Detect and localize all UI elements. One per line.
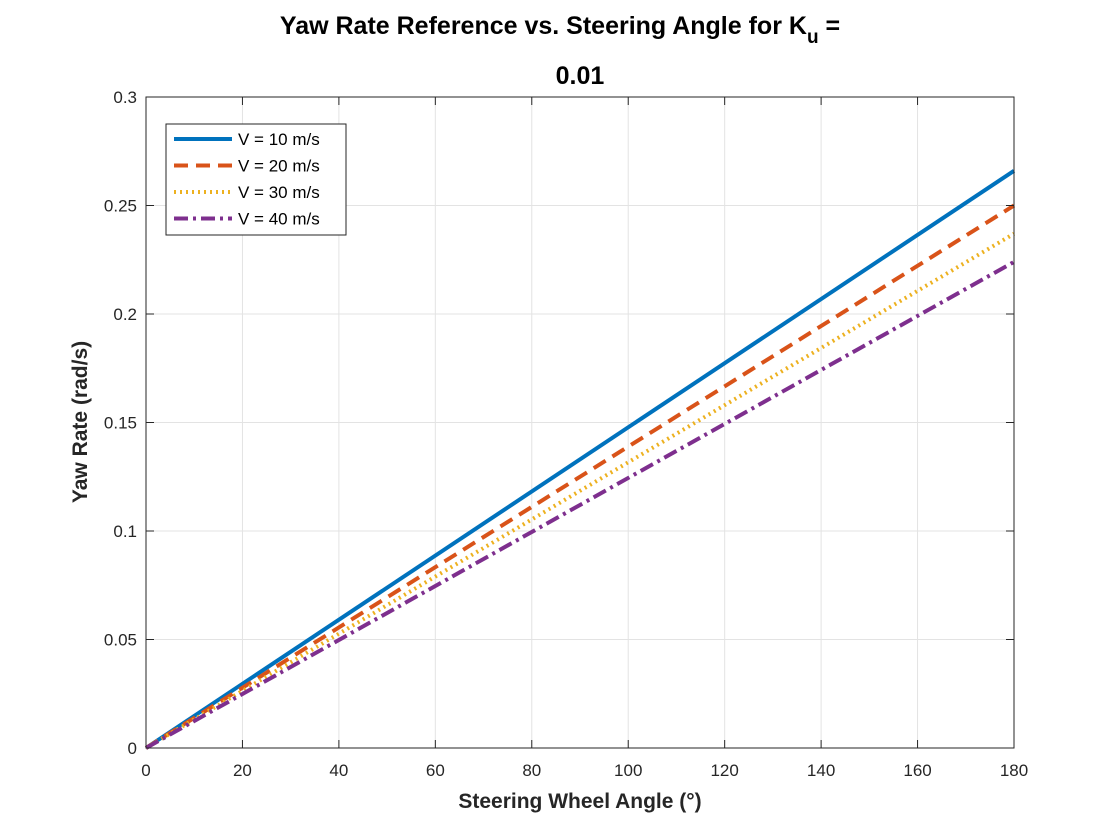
x-axis-label: Steering Wheel Angle (°): [458, 790, 701, 813]
chart-title: Yaw Rate Reference vs. Steering Angle fo…: [280, 12, 840, 48]
legend-label-3: V = 30 m/s: [238, 183, 320, 202]
y-tick-label: 0: [128, 739, 137, 758]
x-tick-label: 60: [426, 761, 445, 780]
x-tick-label: 20: [233, 761, 252, 780]
y-tick-label: 0.1: [113, 522, 137, 541]
plot-lines: [144, 169, 1016, 750]
y-tick-label: 0.3: [113, 88, 137, 107]
legend-label-2: V = 20 m/s: [238, 157, 320, 176]
tick-labels: 0 20 40 60 80 100 120 140 160 180 0 0.05 0.1 0.15 0.2 0…: [104, 88, 1028, 780]
series-line-2: [144, 203, 1016, 750]
y-tick-label: 0.05: [104, 631, 137, 650]
x-tick-label: 120: [710, 761, 738, 780]
x-tick-label: 80: [522, 761, 541, 780]
x-tick-label: 40: [329, 761, 348, 780]
x-tick-label: 100: [614, 761, 642, 780]
legend-label-1: V = 10 m/s: [238, 130, 320, 149]
axes: [145, 96, 1015, 749]
legend-label-4: V = 40 m/s: [238, 210, 320, 229]
x-tick-label: 160: [903, 761, 931, 780]
chart-title-line2: 0.01: [556, 62, 605, 90]
y-tick-label: 0.25: [104, 197, 137, 216]
series-line-3: [144, 231, 1016, 750]
x-tick-label: 0: [141, 761, 150, 780]
y-tick-label: 0.15: [104, 414, 137, 433]
legend: V = 10 m/s V = 20 m/s V = 30 m/s V = 40 m/s: [165, 123, 347, 236]
x-tick-label: 180: [1000, 761, 1028, 780]
series-line-4: [145, 260, 1015, 750]
y-axis-label: Yaw Rate (rad/s): [69, 341, 92, 503]
series-line-1: [144, 169, 1016, 750]
y-tick-label: 0.2: [113, 305, 137, 324]
x-tick-label: 140: [807, 761, 835, 780]
